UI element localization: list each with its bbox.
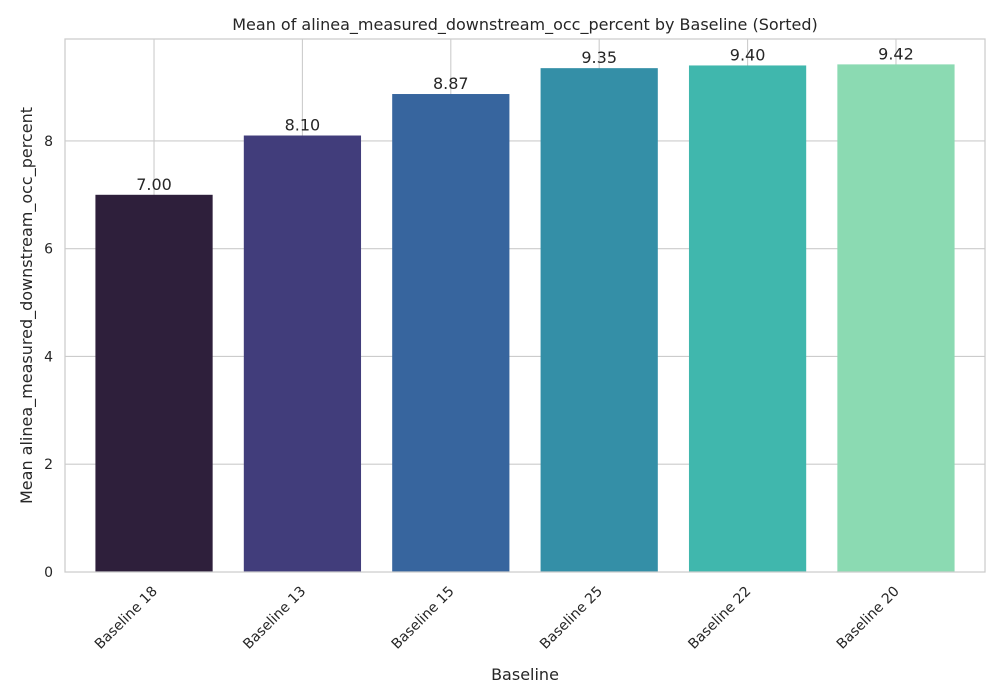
bar-value-label: 8.10 bbox=[285, 116, 321, 135]
data-labels: 7.00 8.10 8.87 9.35 9.40 9.42 bbox=[136, 44, 914, 193]
chart-title: Mean of alinea_measured_downstream_occ_p… bbox=[232, 15, 818, 35]
x-axis-label: Baseline bbox=[491, 665, 559, 684]
y-tick-label: 8 bbox=[44, 134, 53, 150]
bar-value-label: 9.40 bbox=[730, 45, 766, 64]
y-tick-label: 6 bbox=[44, 242, 53, 258]
bar bbox=[540, 68, 658, 572]
y-tick-label: 0 bbox=[44, 565, 53, 581]
bar bbox=[95, 194, 213, 572]
bar bbox=[837, 64, 955, 572]
y-tick-label: 4 bbox=[44, 349, 53, 365]
y-tick-label: 2 bbox=[44, 457, 53, 473]
bar-value-label: 7.00 bbox=[136, 175, 172, 194]
bar bbox=[392, 94, 510, 572]
y-axis-ticks: 0 2 4 6 8 bbox=[44, 134, 53, 581]
bar bbox=[243, 135, 362, 573]
bar-value-label: 8.87 bbox=[433, 74, 469, 93]
bar-value-label: 9.35 bbox=[581, 48, 617, 67]
bars bbox=[95, 64, 955, 573]
bar-value-label: 9.42 bbox=[878, 44, 914, 63]
y-axis-label: Mean alinea_measured_downstream_occ_perc… bbox=[17, 107, 37, 504]
bar bbox=[688, 65, 807, 572]
plot-frame bbox=[64, 38, 986, 573]
plot-background bbox=[65, 39, 985, 572]
plot-area: 7.00 8.10 8.87 9.35 9.40 9.42 bbox=[64, 38, 986, 573]
